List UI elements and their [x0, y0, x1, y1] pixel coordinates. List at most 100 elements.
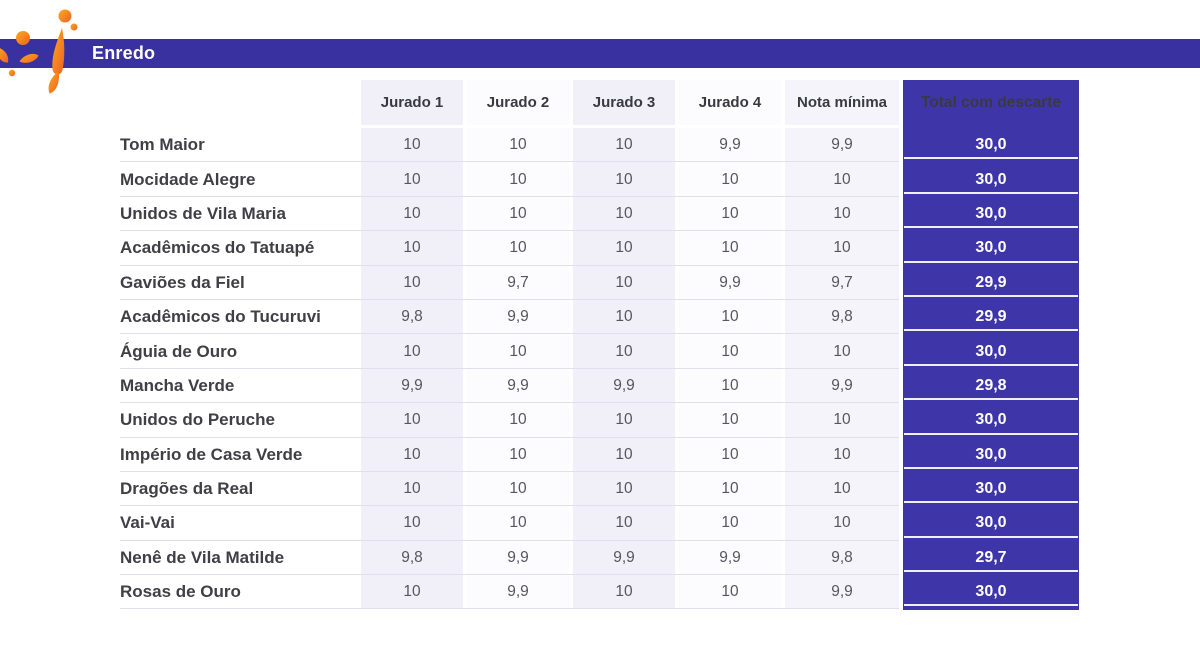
title-bar: Enredo [0, 39, 1200, 68]
column-header-nota-minima: Nota mínima [785, 80, 899, 125]
nota-minima: 10 [785, 196, 899, 232]
score-jurado-3: 10 [573, 575, 675, 610]
score-jurado-3: 10 [573, 196, 675, 232]
score-jurado-2: 10 [467, 506, 569, 541]
table-row: Águia de Ouro 10 10 10 10 10 30,0 [120, 334, 1079, 370]
table-row: Império de Casa Verde 10 10 10 10 10 30,… [120, 437, 1079, 473]
score-jurado-4: 9,9 [679, 128, 781, 163]
school-name: Águia de Ouro [120, 341, 238, 361]
score-jurado-3: 10 [573, 334, 675, 369]
score-jurado-3: 10 [573, 471, 675, 507]
score-jurado-2: 10 [467, 162, 569, 197]
table-row: Gaviões da Fiel 10 9,7 10 9,9 9,7 29,9 [120, 265, 1079, 301]
column-header-jurado-2: Jurado 2 [467, 80, 569, 125]
score-jurado-1: 9,8 [361, 299, 463, 335]
total-com-descarte: 29,9 [903, 266, 1079, 300]
score-jurado-4: 10 [679, 368, 781, 404]
score-jurado-4: 10 [679, 299, 781, 335]
nota-minima: 10 [785, 162, 899, 197]
table-row: Acadêmicos do Tatuapé 10 10 10 10 10 30,… [120, 231, 1079, 266]
column-header-jurado-1: Jurado 1 [361, 80, 463, 125]
nota-minima: 10 [785, 471, 899, 507]
total-com-descarte: 30,0 [903, 403, 1079, 437]
school-name: Mancha Verde [120, 375, 235, 395]
score-jurado-3: 10 [573, 128, 675, 163]
splash-logo-icon [0, 9, 78, 94]
score-jurado-4: 10 [679, 231, 781, 266]
score-jurado-2: 9,7 [467, 265, 569, 300]
total-com-descarte: 30,0 [903, 128, 1079, 162]
score-jurado-2: 10 [467, 128, 569, 163]
table-row: Nenê de Vila Matilde 9,8 9,9 9,9 9,9 9,8… [120, 540, 1079, 576]
score-jurado-1: 10 [361, 403, 463, 438]
score-jurado-1: 9,9 [361, 368, 463, 404]
score-jurado-4: 9,9 [679, 265, 781, 300]
school-name: Unidos de Vila Maria [120, 203, 286, 223]
score-jurado-2: 9,9 [467, 540, 569, 576]
nota-minima: 10 [785, 437, 899, 472]
school-name: Império de Casa Verde [120, 444, 303, 464]
score-jurado-1: 10 [361, 196, 463, 232]
nota-minima: 9,7 [785, 265, 899, 300]
table-row: Unidos de Vila Maria 10 10 10 10 10 30,0 [120, 196, 1079, 232]
school-name: Vai-Vai [120, 513, 175, 533]
score-jurado-1: 10 [361, 506, 463, 541]
score-jurado-2: 10 [467, 471, 569, 507]
score-jurado-2: 10 [467, 196, 569, 232]
school-name: Gaviões da Fiel [120, 272, 245, 292]
total-com-descarte: 30,0 [903, 506, 1079, 540]
score-jurado-3: 10 [573, 437, 675, 472]
score-jurado-3: 10 [573, 299, 675, 335]
score-jurado-3: 10 [573, 231, 675, 266]
score-jurado-3: 9,9 [573, 540, 675, 576]
score-jurado-1: 9,8 [361, 540, 463, 576]
total-com-descarte: 30,0 [903, 162, 1079, 196]
nota-minima: 10 [785, 506, 899, 541]
school-column-spacer [120, 80, 357, 125]
total-com-descarte: 29,9 [903, 300, 1079, 334]
nota-minima: 9,8 [785, 540, 899, 576]
table-row: Tom Maior 10 10 10 9,9 9,9 30,0 [120, 128, 1079, 163]
nota-minima: 10 [785, 403, 899, 438]
score-jurado-3: 10 [573, 506, 675, 541]
total-com-descarte: 30,0 [903, 575, 1079, 609]
score-jurado-2: 9,9 [467, 575, 569, 610]
total-com-descarte: 29,8 [903, 369, 1079, 403]
total-com-descarte: 30,0 [903, 231, 1079, 265]
score-jurado-1: 10 [361, 334, 463, 369]
column-header-jurado-3: Jurado 3 [573, 80, 675, 125]
table-header-row: Jurado 1 Jurado 2 Jurado 3 Jurado 4 Nota… [120, 80, 1079, 125]
score-jurado-2: 9,9 [467, 368, 569, 404]
nota-minima: 9,9 [785, 575, 899, 610]
score-jurado-4: 10 [679, 162, 781, 197]
score-jurado-2: 10 [467, 334, 569, 369]
page-title: Enredo [92, 43, 156, 63]
score-jurado-1: 10 [361, 231, 463, 266]
scores-table: Jurado 1 Jurado 2 Jurado 3 Jurado 4 Nota… [120, 80, 1079, 610]
score-jurado-3: 10 [573, 403, 675, 438]
score-jurado-4: 10 [679, 196, 781, 232]
score-jurado-3: 10 [573, 162, 675, 197]
column-header-total: Total com descarte [920, 93, 1062, 111]
table-row: Mancha Verde 9,9 9,9 9,9 10 9,9 29,8 [120, 368, 1079, 404]
score-jurado-4: 10 [679, 334, 781, 369]
score-jurado-2: 10 [467, 231, 569, 266]
table-row: Dragões da Real 10 10 10 10 10 30,0 [120, 471, 1079, 507]
nota-minima: 10 [785, 231, 899, 266]
total-com-descarte: 30,0 [903, 438, 1079, 472]
score-jurado-3: 10 [573, 265, 675, 300]
score-jurado-4: 10 [679, 437, 781, 472]
table-row: Acadêmicos do Tucuruvi 9,8 9,9 10 10 9,8… [120, 299, 1079, 335]
score-jurado-1: 10 [361, 575, 463, 610]
table-row: Rosas de Ouro 10 9,9 10 10 9,9 30,0 [120, 575, 1079, 610]
score-jurado-2: 10 [467, 437, 569, 472]
school-name: Dragões da Real [120, 479, 254, 499]
score-jurado-1: 10 [361, 471, 463, 507]
score-jurado-3: 9,9 [573, 368, 675, 404]
school-name: Nenê de Vila Matilde [120, 547, 285, 567]
score-jurado-1: 10 [361, 162, 463, 197]
score-jurado-4: 10 [679, 403, 781, 438]
score-jurado-4: 10 [679, 471, 781, 507]
score-jurado-1: 10 [361, 437, 463, 472]
